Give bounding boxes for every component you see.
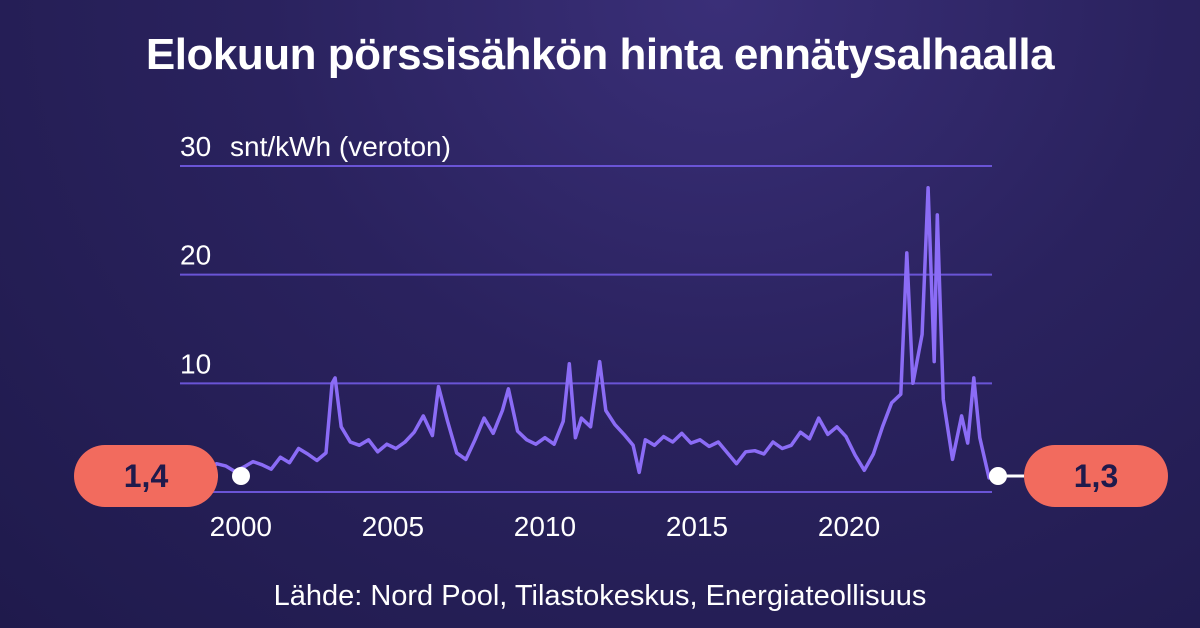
callout-left: 1,4 xyxy=(74,445,250,507)
y-tick-label: 30 xyxy=(180,131,211,162)
x-tick-label: 2015 xyxy=(666,511,728,542)
x-axis-ticks: 2000 2005 2010 2015 2020 xyxy=(210,511,881,542)
callout-marker xyxy=(989,467,1007,485)
callout-label: 1,3 xyxy=(1074,458,1118,494)
x-tick-label: 2020 xyxy=(818,511,880,542)
gridlines xyxy=(180,165,992,493)
x-tick-label: 2000 xyxy=(210,511,272,542)
y-tick-label: 20 xyxy=(180,240,211,271)
callout-right: 1,3 xyxy=(988,445,1168,507)
callout-badge xyxy=(1024,445,1168,507)
x-tick-label: 2005 xyxy=(362,511,424,542)
series-layer xyxy=(178,185,991,480)
y-axis-unit: snt/kWh (veroton) xyxy=(230,131,451,162)
callout-marker xyxy=(232,467,250,485)
source-note: Lähde: Nord Pool, Tilastokeskus, Energia… xyxy=(273,580,927,612)
callout-badge xyxy=(74,445,218,507)
y-axis-ticks: 10 20 30 snt/kWh (veroton) xyxy=(180,131,451,379)
chart-title: Elokuun pörssisähkön hinta ennätysalhaal… xyxy=(145,30,1055,79)
callout-label: 1,4 xyxy=(124,458,169,494)
callouts: 1,4 1,3 xyxy=(74,445,1168,507)
series-line xyxy=(178,185,991,480)
y-tick-label: 10 xyxy=(180,348,211,379)
x-tick-label: 2010 xyxy=(514,511,576,542)
